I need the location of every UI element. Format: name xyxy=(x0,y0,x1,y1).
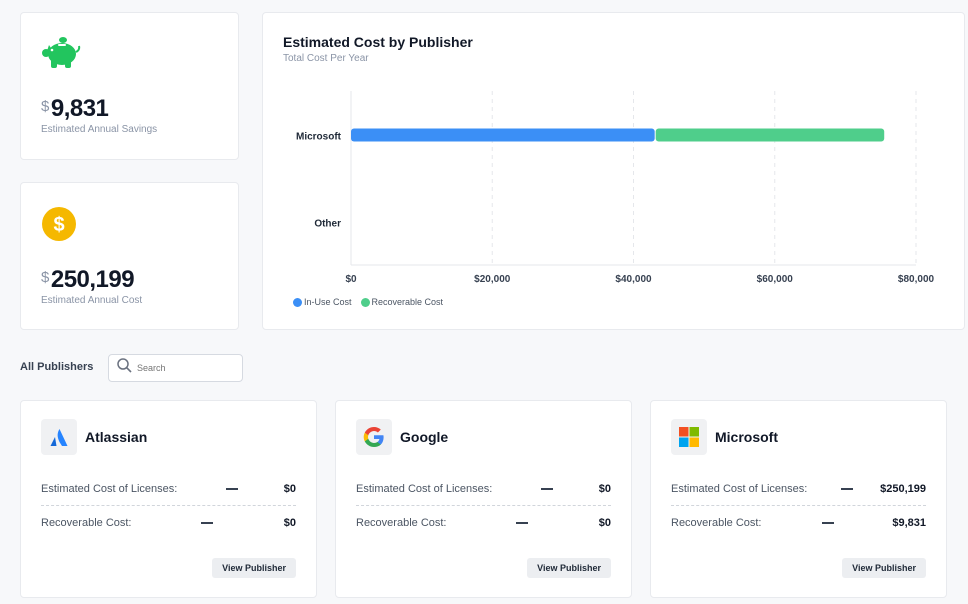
legend-item-in-use[interactable]: In-Use Cost xyxy=(293,297,352,307)
publisher-card-atlassian: Atlassian Estimated Cost of Licenses: $0… xyxy=(20,400,317,598)
license-cost-row: Estimated Cost of Licenses: $250,199 xyxy=(671,479,926,499)
trend-dash-icon xyxy=(541,488,553,490)
view-publisher-button[interactable]: View Publisher xyxy=(212,558,296,578)
svg-text:$: $ xyxy=(53,214,64,236)
license-cost-label: Estimated Cost of Licenses: xyxy=(41,483,178,495)
dollar-coin-icon: $ xyxy=(41,206,77,247)
cost-card: $ $250,199 Estimated Annual Cost xyxy=(20,182,239,330)
x-tick-label: $0 xyxy=(345,274,357,285)
y-category-label: Other xyxy=(314,219,341,230)
divider xyxy=(41,505,296,506)
chart-title: Estimated Cost by Publisher xyxy=(283,34,473,50)
publisher-card-google: Google Estimated Cost of Licenses: $0 Re… xyxy=(335,400,632,598)
x-tick-label: $80,000 xyxy=(898,274,935,285)
publisher-name: Google xyxy=(400,429,449,445)
view-publisher-button[interactable]: View Publisher xyxy=(842,558,926,578)
savings-value: $9,831 xyxy=(41,95,109,122)
cost-label: Estimated Annual Cost xyxy=(41,295,143,306)
search-input[interactable] xyxy=(137,363,237,373)
chart-legend: In-Use Cost Recoverable Cost xyxy=(293,297,452,307)
y-category-label: Microsoft xyxy=(296,132,342,143)
legend-swatch-in-use xyxy=(293,297,302,307)
legend-swatch-recoverable xyxy=(360,297,370,307)
recoverable-cost-label: Recoverable Cost: xyxy=(671,517,762,529)
trend-dash-icon xyxy=(201,522,213,524)
trend-dash-icon xyxy=(226,488,238,490)
divider xyxy=(356,505,611,506)
recoverable-cost-row: Recoverable Cost: $0 xyxy=(41,513,296,533)
license-cost-value: $0 xyxy=(283,483,296,495)
x-tick-label: $20,000 xyxy=(474,274,511,285)
google-logo-icon xyxy=(356,419,392,455)
piggy-bank-icon xyxy=(41,37,81,74)
search-box[interactable] xyxy=(108,354,243,382)
legend-label-in-use: In-Use Cost xyxy=(304,297,352,307)
recoverable-cost-value: $0 xyxy=(598,517,611,529)
license-cost-value: $250,199 xyxy=(880,483,926,495)
x-tick-label: $60,000 xyxy=(757,274,794,285)
view-publisher-button[interactable]: View Publisher xyxy=(527,558,611,578)
cost-by-publisher-chart-card: Estimated Cost by Publisher Total Cost P… xyxy=(262,12,965,330)
cost-value: $250,199 xyxy=(41,266,135,293)
recoverable-cost-value: $0 xyxy=(283,517,296,529)
license-cost-row: Estimated Cost of Licenses: $0 xyxy=(41,479,296,499)
atlassian-logo-icon xyxy=(41,419,77,455)
trend-dash-icon xyxy=(822,522,834,524)
microsoft-logo-icon xyxy=(671,419,707,455)
bar-chart: $0 $20,000 $40,000 $60,000 $80,000 Microsoft O… xyxy=(296,91,935,285)
license-cost-label: Estimated Cost of Licenses: xyxy=(671,483,808,495)
publisher-name: Microsoft xyxy=(715,429,778,445)
recoverable-cost-value: $9,831 xyxy=(892,517,926,529)
recoverable-cost-label: Recoverable Cost: xyxy=(356,517,447,529)
trend-dash-icon xyxy=(516,522,528,524)
savings-label: Estimated Annual Savings xyxy=(41,124,158,135)
recoverable-cost-row: Recoverable Cost: $9,831 xyxy=(671,513,926,533)
bar-recoverable-cost xyxy=(655,128,885,142)
publisher-card-microsoft: Microsoft Estimated Cost of Licenses: $2… xyxy=(650,400,947,598)
chart-subtitle: Total Cost Per Year xyxy=(283,53,369,64)
legend-item-recoverable[interactable]: Recoverable Cost xyxy=(360,297,444,307)
search-icon xyxy=(117,358,132,378)
all-publishers-label: All Publishers xyxy=(20,361,94,373)
license-cost-row: Estimated Cost of Licenses: $0 xyxy=(356,479,611,499)
legend-label-recoverable: Recoverable Cost xyxy=(371,297,444,307)
recoverable-cost-label: Recoverable Cost: xyxy=(41,517,132,529)
license-cost-value: $0 xyxy=(598,483,611,495)
divider xyxy=(671,505,926,506)
recoverable-cost-row: Recoverable Cost: $0 xyxy=(356,513,611,533)
license-cost-label: Estimated Cost of Licenses: xyxy=(356,483,493,495)
trend-dash-icon xyxy=(841,488,853,490)
x-tick-label: $40,000 xyxy=(615,274,652,285)
bar-in-use-cost xyxy=(351,128,655,142)
publisher-name: Atlassian xyxy=(85,429,148,445)
savings-card: $9,831 Estimated Annual Savings xyxy=(20,12,239,160)
